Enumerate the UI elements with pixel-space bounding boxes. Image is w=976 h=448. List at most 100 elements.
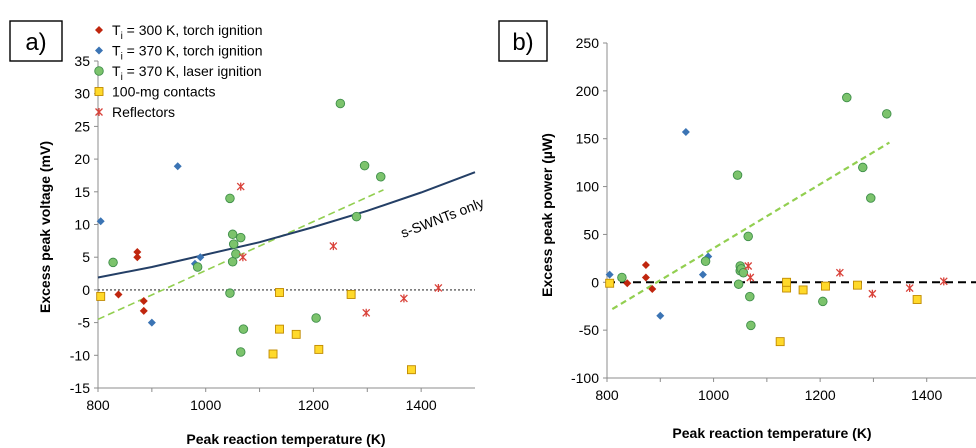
data-point-laser370 xyxy=(746,320,756,331)
data-point-laser370 xyxy=(732,170,743,180)
data-point-torch300 xyxy=(648,284,657,293)
data-point-torch300 xyxy=(641,261,650,270)
data-point-reflectors xyxy=(905,284,914,293)
x-tick-label: 1200 xyxy=(805,387,836,403)
data-point-contacts xyxy=(798,285,808,295)
y-tick-label: 250 xyxy=(576,35,600,51)
data-point-laser370 xyxy=(882,109,892,119)
legend-label-reflectors: Reflectors xyxy=(112,104,175,120)
data-point-laser370 xyxy=(359,160,370,171)
data-point-laser370 xyxy=(866,193,876,203)
data-point-contacts xyxy=(821,281,830,291)
panel-a-tick-labels: -15 -10 -5 0 5 10 15 20 25 30 35 800 1000 1200 1400 xyxy=(70,53,437,413)
y-tick-label: 50 xyxy=(583,226,599,242)
panel-a-lines xyxy=(97,171,476,321)
legend-label-laser370: Ti = 370 K, laser ignition xyxy=(112,63,262,83)
data-point-reflectors xyxy=(238,253,247,262)
data-point-torch370 xyxy=(196,253,205,262)
data-point-laser370 xyxy=(743,231,753,242)
data-point-laser370 xyxy=(376,172,386,182)
legend-marker-torch370 xyxy=(95,46,103,55)
data-point-laser370 xyxy=(192,262,203,272)
data-point-contacts xyxy=(314,344,324,354)
x-tick-label: 1000 xyxy=(698,387,729,403)
data-point-laser370 xyxy=(745,291,755,302)
y-tick-label: 20 xyxy=(74,151,90,167)
panel-b-label-box xyxy=(498,20,548,62)
legend-label-torch300: Ti = 300 K, torch ignition xyxy=(112,22,263,42)
panel-a-points xyxy=(96,98,443,375)
data-point-torch300 xyxy=(133,253,142,262)
x-tick-label: 800 xyxy=(595,387,619,403)
data-point-reflectors xyxy=(939,277,948,286)
data-point-contacts xyxy=(852,280,862,290)
x-tick-label: 1400 xyxy=(911,387,942,403)
data-point-laser370 xyxy=(335,98,346,109)
data-point-reflectors xyxy=(362,308,371,317)
data-point-reflectors xyxy=(744,262,753,271)
panel-b-x-axis-title: Peak reaction temperature (K) xyxy=(672,425,871,441)
data-point-reflectors xyxy=(434,283,443,292)
data-point-contacts xyxy=(96,291,106,301)
data-point-laser370 xyxy=(733,279,744,289)
data-point-torch300 xyxy=(623,279,632,288)
data-point-reflectors xyxy=(746,273,755,282)
data-point-laser370 xyxy=(818,296,828,307)
y-tick-label: -15 xyxy=(70,380,90,396)
data-point-contacts xyxy=(605,278,615,288)
legend-label-torch370: Ti = 370 K, torch ignition xyxy=(112,43,263,63)
panel-a-axes xyxy=(94,60,475,392)
data-point-torch370 xyxy=(147,318,156,327)
panel-b-lines xyxy=(607,141,976,311)
panel-b-axes xyxy=(603,42,976,382)
data-point-torch300 xyxy=(139,297,148,306)
data-point-reflectors xyxy=(236,182,245,191)
data-point-laser370 xyxy=(238,324,249,334)
data-point-torch370 xyxy=(96,217,105,226)
data-point-reflectors xyxy=(399,294,408,303)
data-point-laser370 xyxy=(227,257,238,267)
data-point-torch300 xyxy=(114,290,123,299)
x-tick-label: 1000 xyxy=(190,397,221,413)
panel-b-points xyxy=(605,92,948,347)
data-point-laser370 xyxy=(227,229,238,240)
y-tick-label: 100 xyxy=(576,179,600,195)
data-point-torch300 xyxy=(139,306,148,315)
data-point-contacts xyxy=(775,337,785,347)
y-tick-label: 150 xyxy=(576,131,600,147)
panel-a: a) -15 -10 -5 0 5 10 15 20 25 30 35 800 1000 1200 1400… xyxy=(9,20,486,447)
data-point-laser370 xyxy=(617,272,627,283)
data-point-torch370 xyxy=(605,270,614,279)
data-point-torch370 xyxy=(173,162,182,171)
data-point-laser370 xyxy=(228,239,239,249)
data-point-laser370 xyxy=(235,347,246,357)
x-tick-label: 1400 xyxy=(406,397,437,413)
data-point-laser370 xyxy=(311,313,321,323)
data-point-torch370 xyxy=(698,270,707,279)
data-point-laser370 xyxy=(351,211,362,222)
data-point-contacts xyxy=(275,324,284,334)
data-point-laser370 xyxy=(225,193,235,204)
data-point-reflectors xyxy=(329,242,338,251)
data-point-laser370 xyxy=(235,232,246,243)
data-point-laser370 xyxy=(738,267,749,278)
x-tick-label: 800 xyxy=(86,397,110,413)
y-tick-label: 35 xyxy=(74,53,90,69)
legend-marker-contacts xyxy=(94,87,104,96)
data-point-torch300 xyxy=(133,247,142,256)
panel-b-y-axis-title: Excess peak power (µW) xyxy=(539,133,555,297)
y-tick-label: -10 xyxy=(70,347,90,363)
data-point-reflectors xyxy=(868,289,877,298)
legend-marker-torch300 xyxy=(95,26,103,34)
data-point-torch300 xyxy=(641,273,650,282)
data-point-laser370 xyxy=(842,92,852,103)
y-tick-label: 30 xyxy=(74,86,90,102)
legend-marker-laser370 xyxy=(94,66,104,76)
panel-a-label: a) xyxy=(25,29,46,56)
legend-marker-reflectors xyxy=(95,108,103,116)
y-tick-label: -50 xyxy=(579,322,599,338)
y-tick-label: 25 xyxy=(74,118,90,134)
y-tick-label: 15 xyxy=(74,184,90,200)
y-tick-label: -5 xyxy=(78,315,91,331)
